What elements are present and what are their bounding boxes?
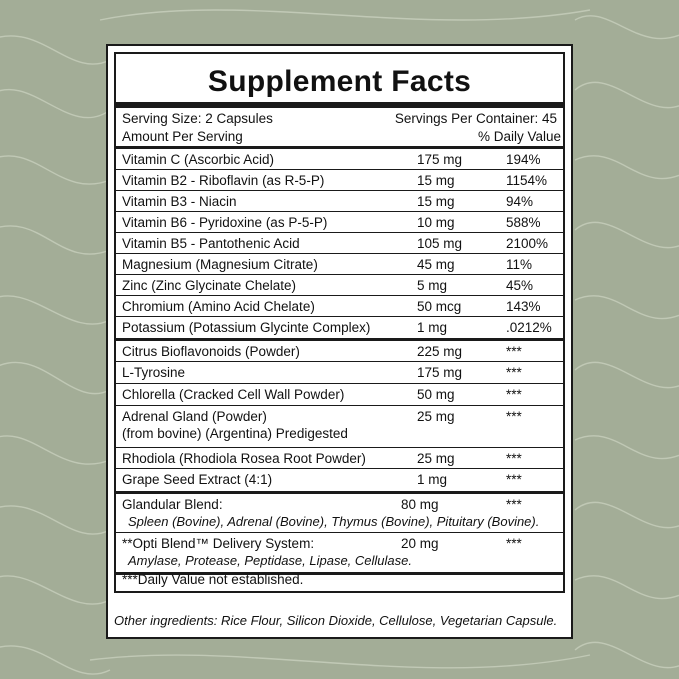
nutrient-row: Vitamin B5 - Pantothenic Acid 105 mg 2100% (116, 232, 563, 253)
nutrient-row: Adrenal Gland (Powder) (from bovine) (Arg… (116, 405, 563, 447)
nutrient-row: Magnesium (Magnesium Citrate) 45 mg 11% (116, 253, 563, 274)
divider-medium (116, 146, 563, 149)
nutrient-row: Grape Seed Extract (4:1) 1 mg *** (116, 468, 563, 491)
opti-blend-row: **Opti Blend™ Delivery System: 20 mg *** Am… (116, 532, 563, 572)
daily-value-footnote: ***Daily Value not established. (122, 572, 304, 587)
glandular-blend-row: Glandular Blend: 80 mg *** Spleen (Bovine),… (116, 491, 563, 532)
serving-header: Serving Size: 2 Capsules Servings Per Co… (116, 108, 563, 146)
supplement-label-panel: Supplement Facts Serving Size: 2 Capsule… (106, 44, 573, 639)
nutrient-row: L-Tyrosine 175 mg *** (116, 361, 563, 383)
other-ingredients: Other ingredients: Rice Flour, Silicon D… (114, 613, 558, 628)
nutrient-row: Vitamin B2 - Riboflavin (as R-5-P) 15 mg 1… (116, 169, 563, 190)
nutrient-row: Chromium (Amino Acid Chelate) 50 mcg 143% (116, 295, 563, 316)
servings-per-container: Servings Per Container: 45 (394, 111, 557, 126)
nutrient-row: Potassium (Potassium Glycinte Complex) 1 … (116, 316, 563, 338)
nutrient-row: Vitamin C (Ascorbic Acid) 175 mg 194% (122, 152, 541, 167)
nutrient-rows: Vitamin C (Ascorbic Acid) 175 mg 194% Vita… (116, 149, 563, 572)
nutrient-row: Rhodiola (Rhodiola Rosea Root Powder) 25 … (116, 447, 563, 468)
nutrient-row: Chlorella (Cracked Cell Wall Powder) 50 m… (116, 383, 563, 405)
serving-size: Serving Size: 2 Capsules (122, 111, 273, 126)
nutrient-row: Vitamin B6 - Pyridoxine (as P-5-P) 10 mg 5… (116, 211, 563, 232)
supplement-facts-title: Supplement Facts (207, 65, 472, 98)
nutrient-row: Zinc (Zinc Glycinate Chelate) 5 mg 45% (116, 274, 563, 295)
daily-value-label: % Daily Value (477, 129, 561, 144)
divider-medium (116, 572, 563, 575)
nutrient-row: Citrus Bioflavonoids (Powder) 225 mg *** (116, 338, 563, 361)
amount-per-serving-label: Amount Per Serving (122, 129, 243, 144)
nutrient-row: Vitamin B3 - Niacin 15 mg 94% (116, 190, 563, 211)
supplement-facts-box: Supplement Facts Serving Size: 2 Capsule… (114, 52, 565, 593)
divider-thick (116, 102, 563, 108)
